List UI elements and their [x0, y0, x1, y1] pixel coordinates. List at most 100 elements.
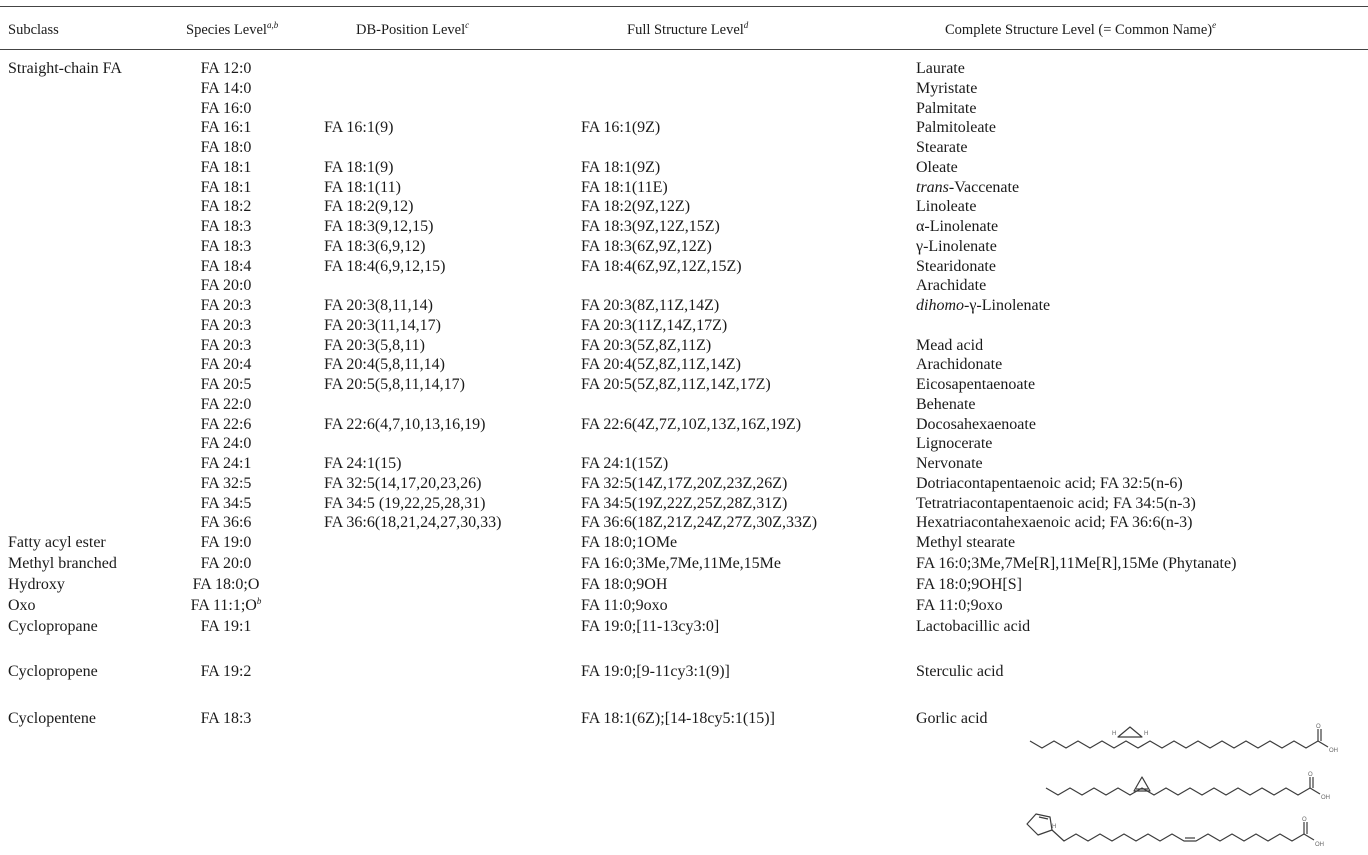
cell-complete-structure-level: Lignocerate [916, 435, 993, 453]
svg-text:OH: OH [1321, 795, 1330, 801]
cell-full-structure-level: FA 19:0;[9-11cy3:1(9)] [581, 663, 730, 680]
cell-full-structure-level: FA 20:4(5Z,8Z,11Z,14Z) [581, 356, 741, 374]
cell-complete-structure-level: Stearate [916, 139, 968, 156]
cell-species-level: FA 11:1;Ob [190, 596, 262, 614]
cell-subclass: Hydroxy [8, 576, 65, 593]
cell-species-level: FA 34:5 [200, 494, 252, 512]
table-row: Cyclopentene FA 18:3 FA 18:1(6Z);[14-18cy5… [0, 711, 1368, 731]
cell-species-level: FA 20:3 [200, 297, 252, 314]
cell-subclass: Cyclopropane [8, 618, 98, 635]
cell-complete-structure-level: Lactobacillic acid [916, 618, 1031, 635]
header-full-structure-level: Full Structure Leveld [627, 20, 749, 38]
header-subclass: Subclass [8, 22, 59, 38]
cell-db-position-level: FA 18:4(6,9,12,15) [324, 257, 446, 275]
cell-db-position-level: FA 32:5(14,17,20,23,26) [324, 474, 482, 492]
cell-species-level: FA 36:6 [200, 514, 252, 532]
table-row: FA 20:3 FA 20:3(11,14,17) FA 20:3(11Z,14Z,… [0, 316, 1368, 338]
cell-complete-structure-level: γ-Linolenate [916, 237, 997, 255]
cell-db-position-level: FA 18:3(6,9,12) [324, 237, 426, 255]
cell-complete-structure-level: Oleate [916, 158, 958, 176]
cell-species-level: FA 18:1 [200, 158, 252, 176]
cell-complete-structure-level: Sterculic acid [916, 663, 1004, 680]
cell-full-structure-level: FA 16:1(9Z) [581, 119, 661, 137]
cell-full-structure-level: FA 34:5(19Z,22Z,25Z,28Z,31Z) [581, 494, 788, 512]
header-rule [0, 49, 1368, 50]
cell-species-level: FA 12:0 [200, 60, 252, 77]
cell-species-level: FA 19:0 [200, 534, 252, 551]
cell-complete-structure-level: Palmitoleate [916, 119, 996, 137]
svg-text:H: H [1144, 731, 1148, 737]
cell-species-level: FA 20:0 [200, 555, 252, 572]
cell-db-position-level: FA 18:3(9,12,15) [324, 218, 434, 235]
table-row: FA 18:0 Stearate [0, 140, 1368, 160]
table-row: Cyclopropene FA 19:2 FA 19:0;[9-11cy3:1(9)… [0, 664, 1368, 684]
table-row: FA 16:1 FA 16:1(9) FA 16:1(9Z) Palmitoleate [0, 120, 1368, 140]
cell-subclass: Methyl branched [8, 555, 117, 572]
cell-complete-structure-level: FA 16:0;3Me,7Me[R],11Me[R],15Me (Phytana… [916, 555, 1237, 572]
cell-species-level: FA 18:3 [200, 218, 252, 235]
cell-species-level: FA 18:2 [200, 198, 252, 216]
cell-species-level: FA 20:0 [200, 277, 252, 295]
gorlic-acid-structure: H O OH [1026, 813, 1324, 848]
cell-full-structure-level: FA 18:1(6Z);[14-18cy5:1(15)] [581, 710, 775, 727]
cell-species-level: FA 16:1 [200, 119, 252, 137]
sterculic-acid-structure: O OH [1045, 772, 1330, 801]
cell-complete-structure-level: Mead acid [916, 336, 984, 354]
cell-species-level: FA 18:4 [200, 257, 252, 275]
cell-full-structure-level: FA 20:3(5Z,8Z,11Z) [581, 336, 712, 354]
table-row: FA 20:5 FA 20:5(5,8,11,14,17) FA 20:5(5Z,8… [0, 377, 1368, 397]
table-row: FA 24:1 FA 24:1(15) FA 24:1(15Z) Nervonate [0, 456, 1368, 476]
table-row: FA 32:5 FA 32:5(14,17,20,23,26) FA 32:5(14… [0, 474, 1368, 496]
cell-db-position-level: FA 16:1(9) [324, 119, 394, 137]
table-row: FA 22:0 Behenate [0, 396, 1368, 417]
cell-complete-structure-level: Dotriacontapentaenoic acid; FA 32:5(n-6) [916, 474, 1183, 492]
cell-complete-structure-level: Stearidonate [916, 257, 996, 275]
cell-complete-structure-level: dihomo-γ-Linolenate [916, 297, 1051, 314]
table-row: Straight-chain FA FA 12:0 Laurate [0, 61, 1368, 81]
svg-text:H: H [1052, 824, 1056, 830]
cell-subclass: Straight-chain FA [8, 60, 122, 77]
cell-complete-structure-level: Palmitate [916, 99, 977, 117]
table-row: FA 18:2 FA 18:2(9,12) FA 18:2(9Z,12Z) Linol… [0, 199, 1368, 219]
svg-text:OH: OH [1315, 842, 1324, 848]
header-db-position-level: DB-Position Levelc [356, 20, 470, 38]
cell-species-level: FA 20:5 [200, 376, 252, 393]
cell-species-level: FA 18:3 [200, 237, 252, 255]
cell-db-position-level: FA 18:1(11) [324, 178, 401, 196]
header-species-level: Species Levela,b [186, 20, 279, 38]
cell-complete-structure-level: Myristate [916, 79, 978, 97]
svg-text:H: H [1112, 731, 1116, 737]
cell-full-structure-level: FA 19:0;[11-13cy3:0] [581, 618, 720, 635]
table-row: FA 18:1 FA 18:1(9) FA 18:1(9Z) Oleate [0, 158, 1368, 180]
table-row: Cyclopropane FA 19:1 FA 19:0;[11-13cy3:0] L… [0, 619, 1368, 639]
cell-species-level: FA 14:0 [200, 79, 252, 97]
cell-full-structure-level: FA 18:3(6Z,9Z,12Z) [581, 237, 712, 255]
cell-full-structure-level: FA 18:4(6Z,9Z,12Z,15Z) [581, 257, 742, 275]
table-row: FA 18:4 FA 18:4(6,9,12,15) FA 18:4(6Z,9Z,1… [0, 257, 1368, 279]
table-row: FA 14:0 Myristate [0, 79, 1368, 101]
header-complete-structure-level: Complete Structure Level (= Common Name)… [945, 20, 1217, 38]
lactobacillic-acid-structure: H H O OH [1029, 724, 1338, 754]
cell-complete-structure-level: α-Linolenate [916, 218, 999, 235]
cell-species-level: FA 18:0;O [192, 576, 260, 593]
cell-db-position-level: FA 20:3(8,11,14) [324, 297, 433, 314]
cell-complete-structure-level: Arachidate [916, 277, 987, 295]
cell-full-structure-level: FA 22:6(4Z,7Z,10Z,13Z,16Z,19Z) [581, 415, 802, 433]
cell-full-structure-level: FA 18:0;1OMe [581, 534, 678, 551]
cell-db-position-level: FA 20:5(5,8,11,14,17) [324, 376, 465, 393]
cell-species-level: FA 16:0 [200, 99, 252, 117]
cell-species-level: FA 32:5 [200, 474, 252, 492]
cell-complete-structure-level: Tetratriacontapentaenoic acid; FA 34:5(n… [916, 494, 1196, 512]
cell-species-level: FA 20:3 [200, 336, 252, 354]
cell-species-level: FA 18:0 [200, 139, 252, 156]
cell-complete-structure-level: Arachidonate [916, 356, 1003, 374]
cell-full-structure-level: FA 20:3(8Z,11Z,14Z) [581, 297, 720, 314]
cell-complete-structure-level: Docosahexaenoate [916, 415, 1036, 433]
cell-species-level: FA 20:3 [200, 316, 252, 334]
table-row: FA 18:3 FA 18:3(9,12,15) FA 18:3(9Z,12Z,15… [0, 219, 1368, 239]
table-row: FA 24:0 Lignocerate [0, 436, 1368, 456]
table-row: Hydroxy FA 18:0;O FA 18:0;9OH FA 18:0;9OH[S… [0, 577, 1368, 597]
cell-db-position-level: FA 18:2(9,12) [324, 198, 414, 216]
top-rule [0, 6, 1368, 7]
cell-full-structure-level: FA 18:0;9OH [581, 576, 668, 593]
